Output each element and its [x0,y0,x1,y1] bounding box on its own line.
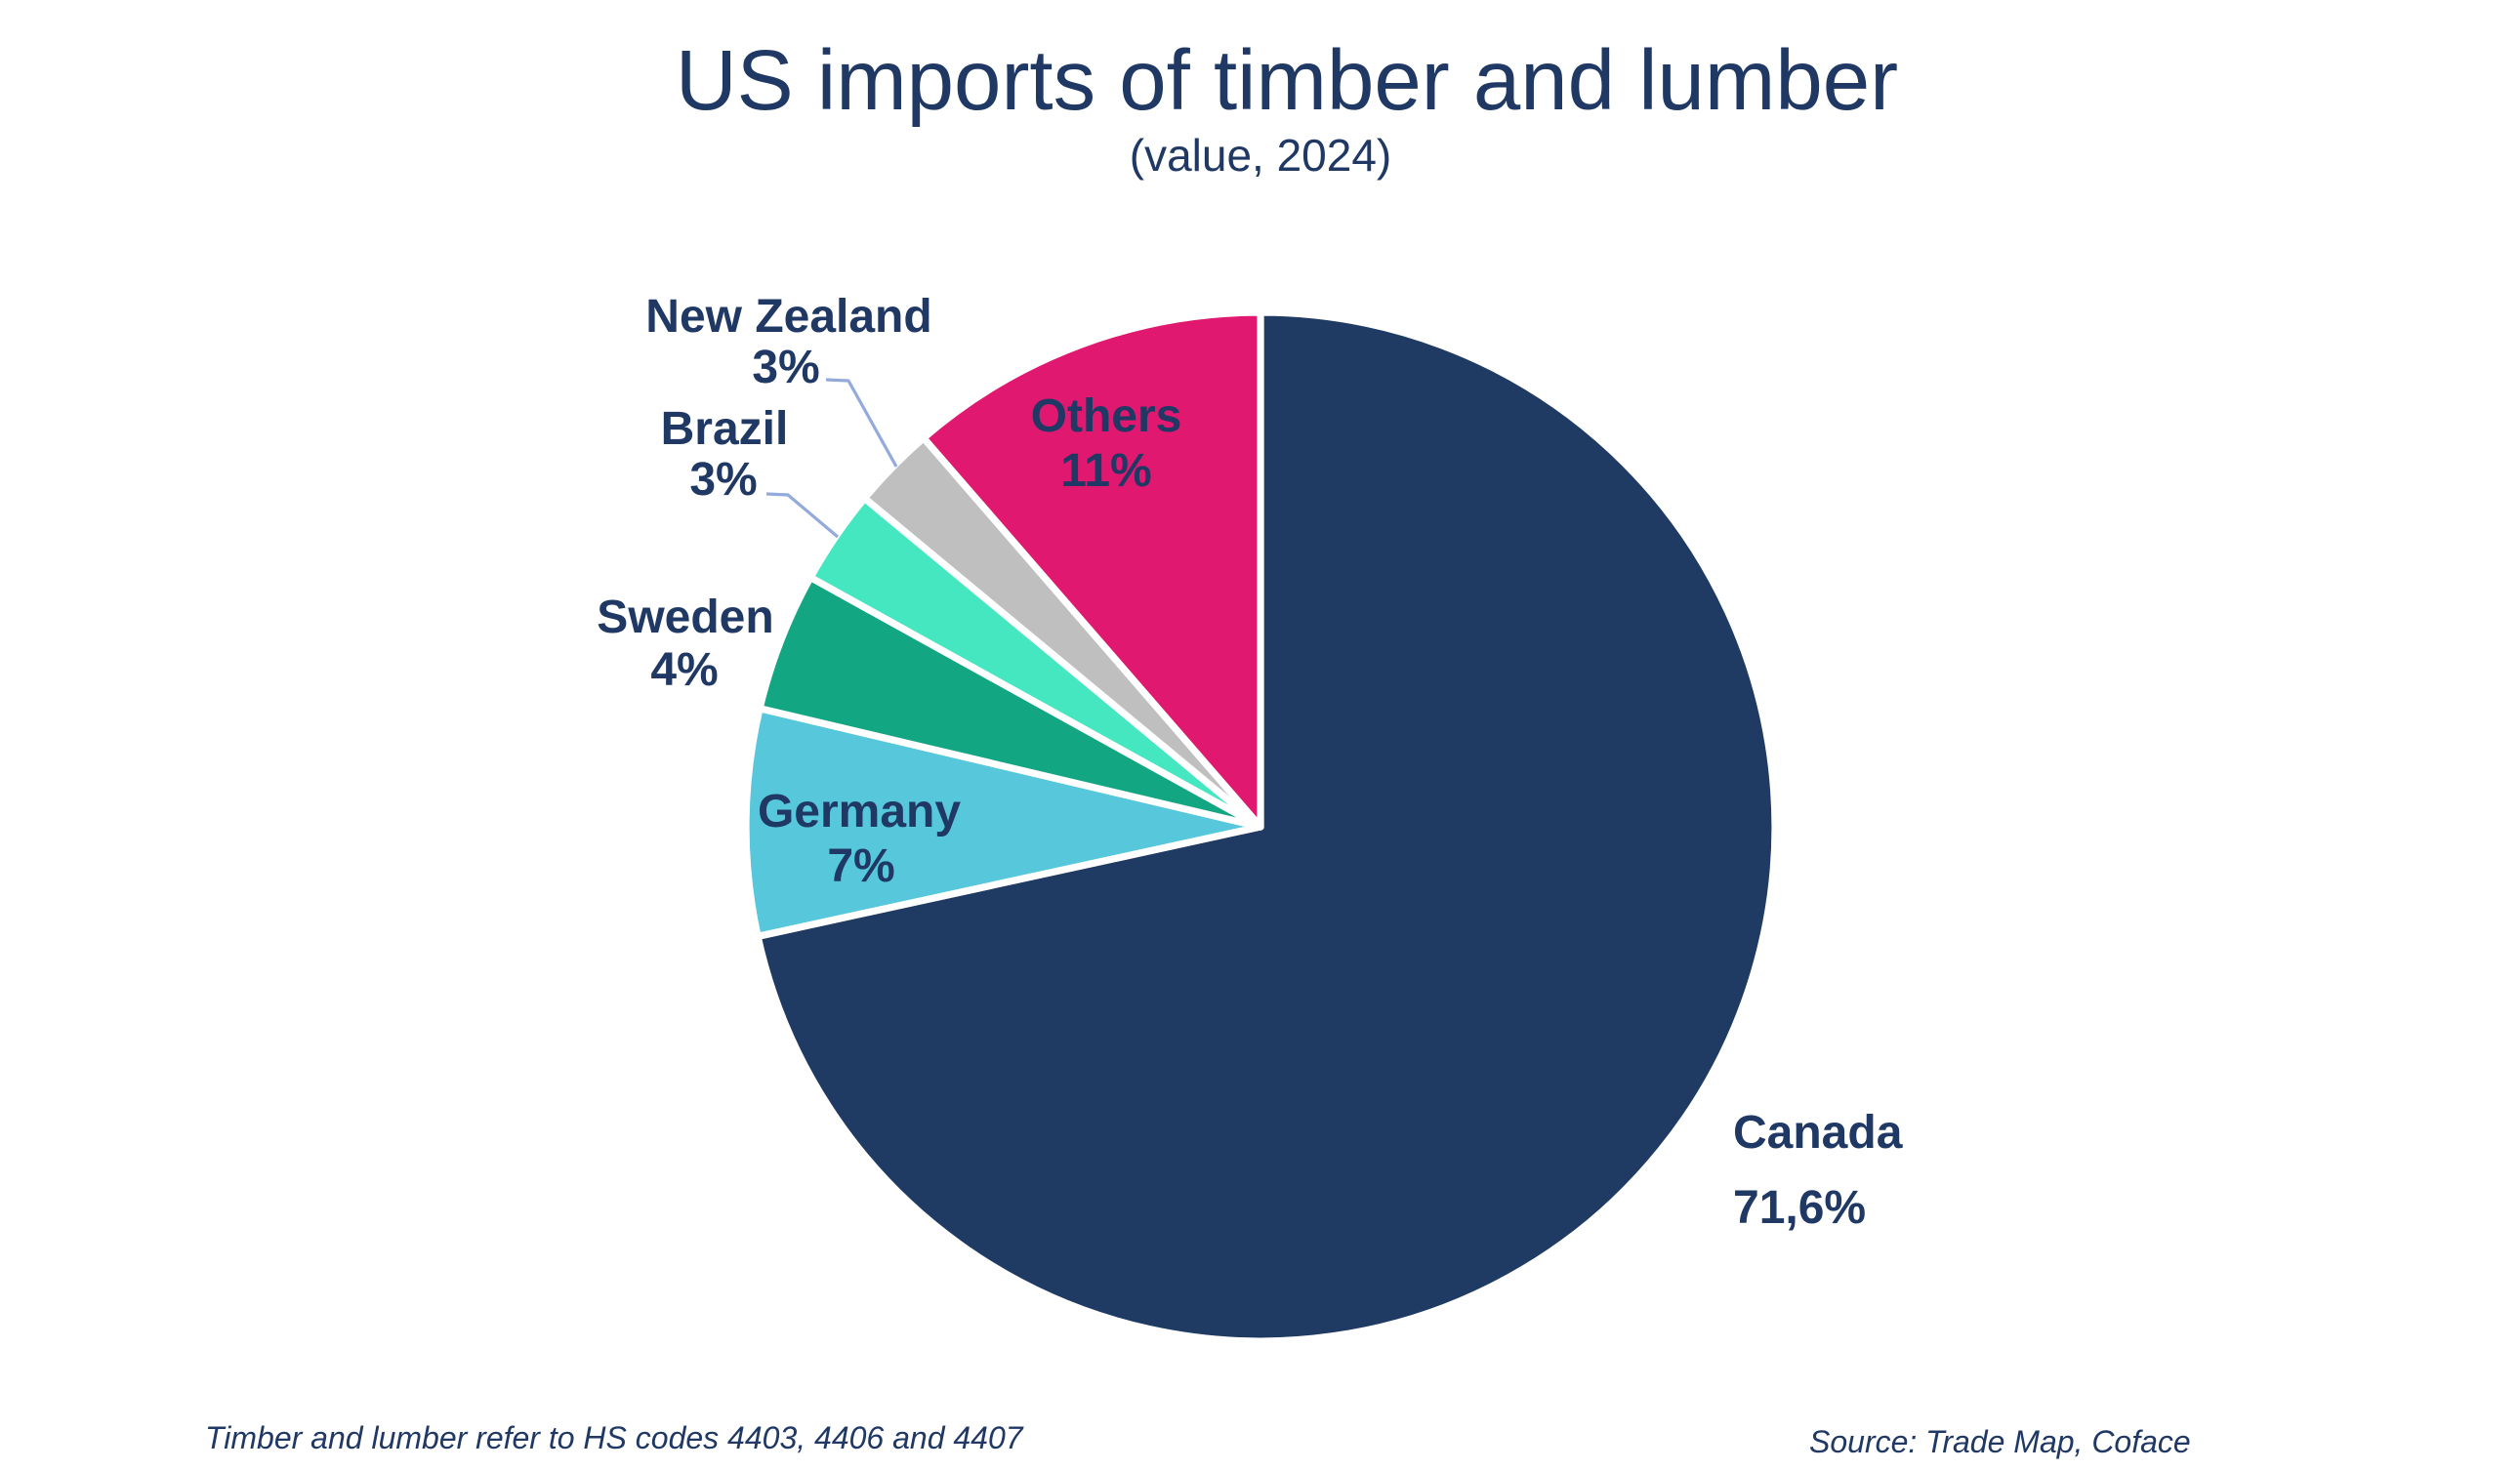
svg-text:11%: 11% [1060,445,1151,497]
svg-text:7%: 7% [827,840,894,892]
svg-text:Sweden: Sweden [597,592,773,643]
svg-text:Germany: Germany [758,786,961,838]
svg-text:(value, 2024): (value, 2024) [1130,130,1392,181]
svg-text:Brazil: Brazil [661,403,789,455]
svg-text:4%: 4% [650,644,718,696]
svg-text:Timber and lumber refer to HS: Timber and lumber refer to HS codes 4403… [205,1420,1024,1455]
svg-text:3%: 3% [689,454,757,506]
svg-text:US imports of timber and lumbe: US imports of timber and lumber [676,33,1898,128]
svg-text:Others: Others [1031,390,1182,442]
svg-text:71,6%: 71,6% [1733,1182,1866,1234]
svg-text:3%: 3% [752,342,819,393]
svg-text:New Zealand: New Zealand [645,291,931,343]
svg-text:Source: Trade Map, Coface: Source: Trade Map, Coface [1809,1424,2191,1459]
svg-text:Canada: Canada [1733,1107,1903,1159]
